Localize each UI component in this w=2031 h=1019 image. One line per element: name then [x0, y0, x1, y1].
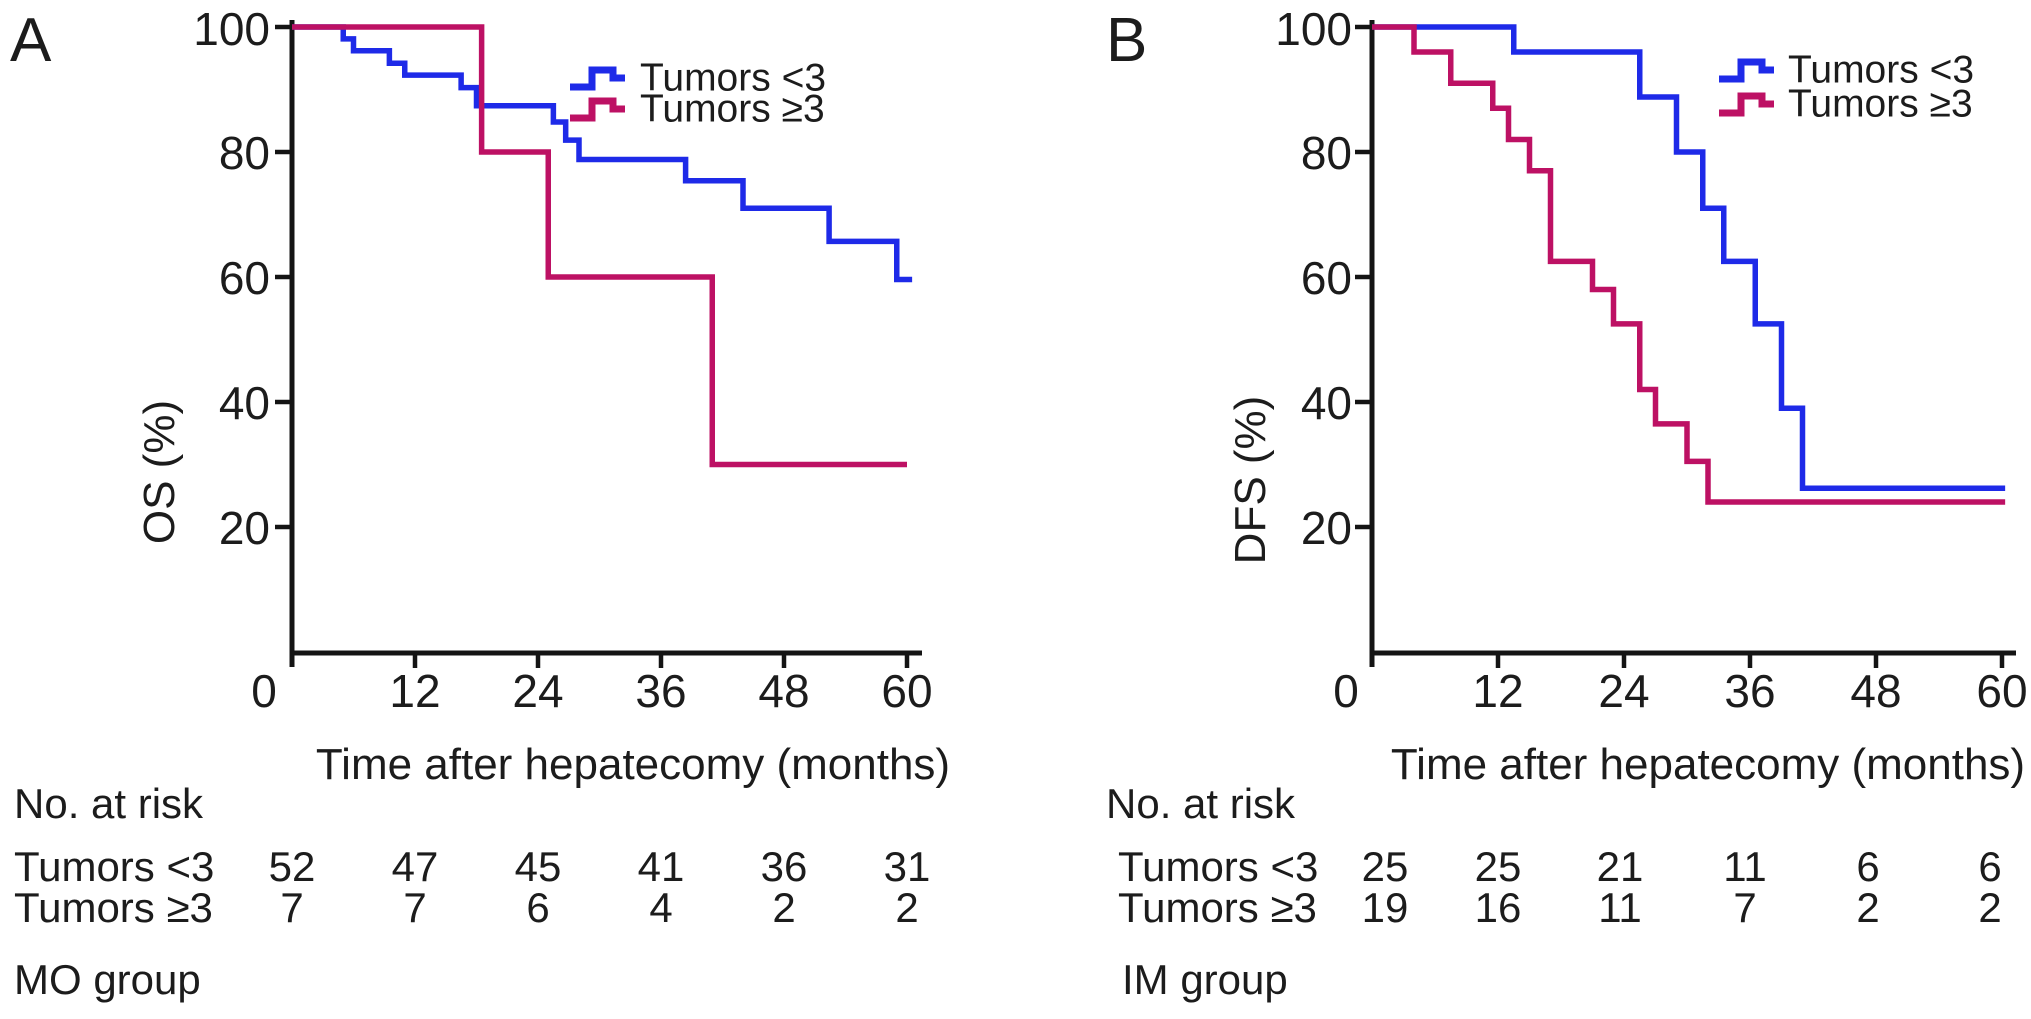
risk-count: 2: [772, 884, 796, 931]
risk-count: 2: [1978, 884, 2002, 931]
panel-b-ytick-40: 40: [1300, 377, 1352, 429]
risk-count: 7: [280, 884, 304, 931]
panel-b-legend-step-icons: [1719, 58, 1774, 117]
panel-b-y-axis-title: DFS (%): [1226, 395, 1275, 565]
panel-a-legend-step-icons: [570, 66, 625, 122]
panel-b-ytick-60: 60: [1300, 252, 1352, 304]
panel-a-risk-header: No. at risk: [14, 780, 204, 827]
panel-a-ytick-80: 80: [218, 127, 270, 179]
risk-count: 6: [1978, 843, 2002, 890]
legend-step-icon: [570, 66, 625, 91]
risk-count: 4: [649, 884, 673, 931]
panel-a-x-axis-title: Time after hepatecomy (months): [315, 740, 951, 789]
panel-b-xtick-24: 24: [1598, 665, 1650, 717]
panel-a-group-label: MO group: [14, 956, 201, 1003]
panel-a-risk-row2-label: Tumors ≥3: [14, 884, 213, 931]
panel-a-legend-label-tumors-lt3: Tumors <3: [640, 56, 827, 100]
km-curve-Tumors ≥3: [292, 24, 907, 468]
risk-count: 47: [391, 843, 439, 890]
panel-a-xtick-48: 48: [758, 665, 810, 717]
panel-a-ytick-40: 40: [218, 377, 270, 429]
km-curve-Tumors <3: [1372, 24, 2006, 491]
risk-count: 6: [1856, 843, 1880, 890]
risk-count: 41: [637, 843, 685, 890]
risk-count: 25: [1474, 843, 1522, 890]
panel-b-group-label: IM group: [1122, 956, 1288, 1003]
risk-count: 31: [883, 843, 931, 890]
panel-b-risk-header: No. at risk: [1106, 780, 1296, 827]
panel-a-xtick-36: 36: [635, 665, 687, 717]
risk-count: 52: [268, 843, 316, 890]
panel-b-risk-row1-label: Tumors <3: [1118, 843, 1319, 890]
panel-b-legend-label-tumors-ge3: Tumors ≥3: [1788, 82, 1973, 126]
risk-count: 11: [1723, 843, 1767, 890]
panel-b-x-axis-title: Time after hepatecomy (months): [1390, 740, 2026, 789]
legend-step-icon: [1719, 92, 1774, 117]
panel-b-ytick-100: 100: [1275, 3, 1352, 55]
panel-a-letter: A: [10, 6, 52, 75]
risk-count: 2: [895, 884, 919, 931]
panel-a-legend-label-tumors-ge3: Tumors ≥3: [640, 87, 825, 131]
panel-b-xtick-36: 36: [1724, 665, 1776, 717]
axis-spine: [289, 20, 922, 667]
panel-b-curves: [1372, 24, 2006, 505]
risk-count: 19: [1361, 884, 1409, 931]
panel-a-curves: [292, 24, 913, 468]
axis-spine: [1369, 20, 2016, 667]
panel-b-xtick-0: 0: [1333, 665, 1359, 717]
panel-a-xtick-60: 60: [881, 665, 933, 717]
risk-count: 7: [403, 884, 427, 931]
panel-a-ytick-60: 60: [218, 252, 270, 304]
risk-count: 6: [526, 884, 550, 931]
panel-a-xtick-24: 24: [512, 665, 564, 717]
panel-a-ytick-100: 100: [193, 3, 270, 55]
panel-b-ytick-20: 20: [1300, 502, 1352, 554]
panel-a-xtick-0: 0: [251, 665, 277, 717]
risk-count: 2: [1856, 884, 1880, 931]
panel-b-ytick-80: 80: [1300, 127, 1352, 179]
panel-b-xtick-48: 48: [1850, 665, 1902, 717]
panel-b-xtick-12: 12: [1472, 665, 1524, 717]
km-curve-Tumors <3: [292, 24, 913, 283]
panel-a-xtick-12: 12: [389, 665, 441, 717]
panel-b-letter: B: [1106, 6, 1148, 75]
panel-a-y-axis-title: OS (%): [135, 399, 184, 545]
panel-a-ytick-20: 20: [218, 502, 270, 554]
panel-b-legend-label-tumors-lt3: Tumors <3: [1788, 48, 1975, 92]
panel-a-axes: [275, 20, 922, 668]
panel-b-xtick-60: 60: [1976, 665, 2028, 717]
risk-count: 11: [1598, 884, 1642, 931]
risk-count: 25: [1361, 843, 1409, 890]
panel-b-axes: [1355, 20, 2016, 668]
legend-step-icon: [570, 97, 625, 122]
risk-count: 21: [1596, 843, 1644, 890]
risk-count: 7: [1733, 884, 1757, 931]
panel-a-risk-row1-label: Tumors <3: [14, 843, 215, 890]
panel-b-risk-row2-label: Tumors ≥3: [1118, 884, 1317, 931]
legend-step-icon: [1719, 58, 1774, 83]
km-curve-Tumors ≥3: [1372, 24, 2006, 505]
risk-count: 16: [1474, 884, 1522, 931]
risk-count: 45: [514, 843, 562, 890]
risk-count: 36: [760, 843, 808, 890]
